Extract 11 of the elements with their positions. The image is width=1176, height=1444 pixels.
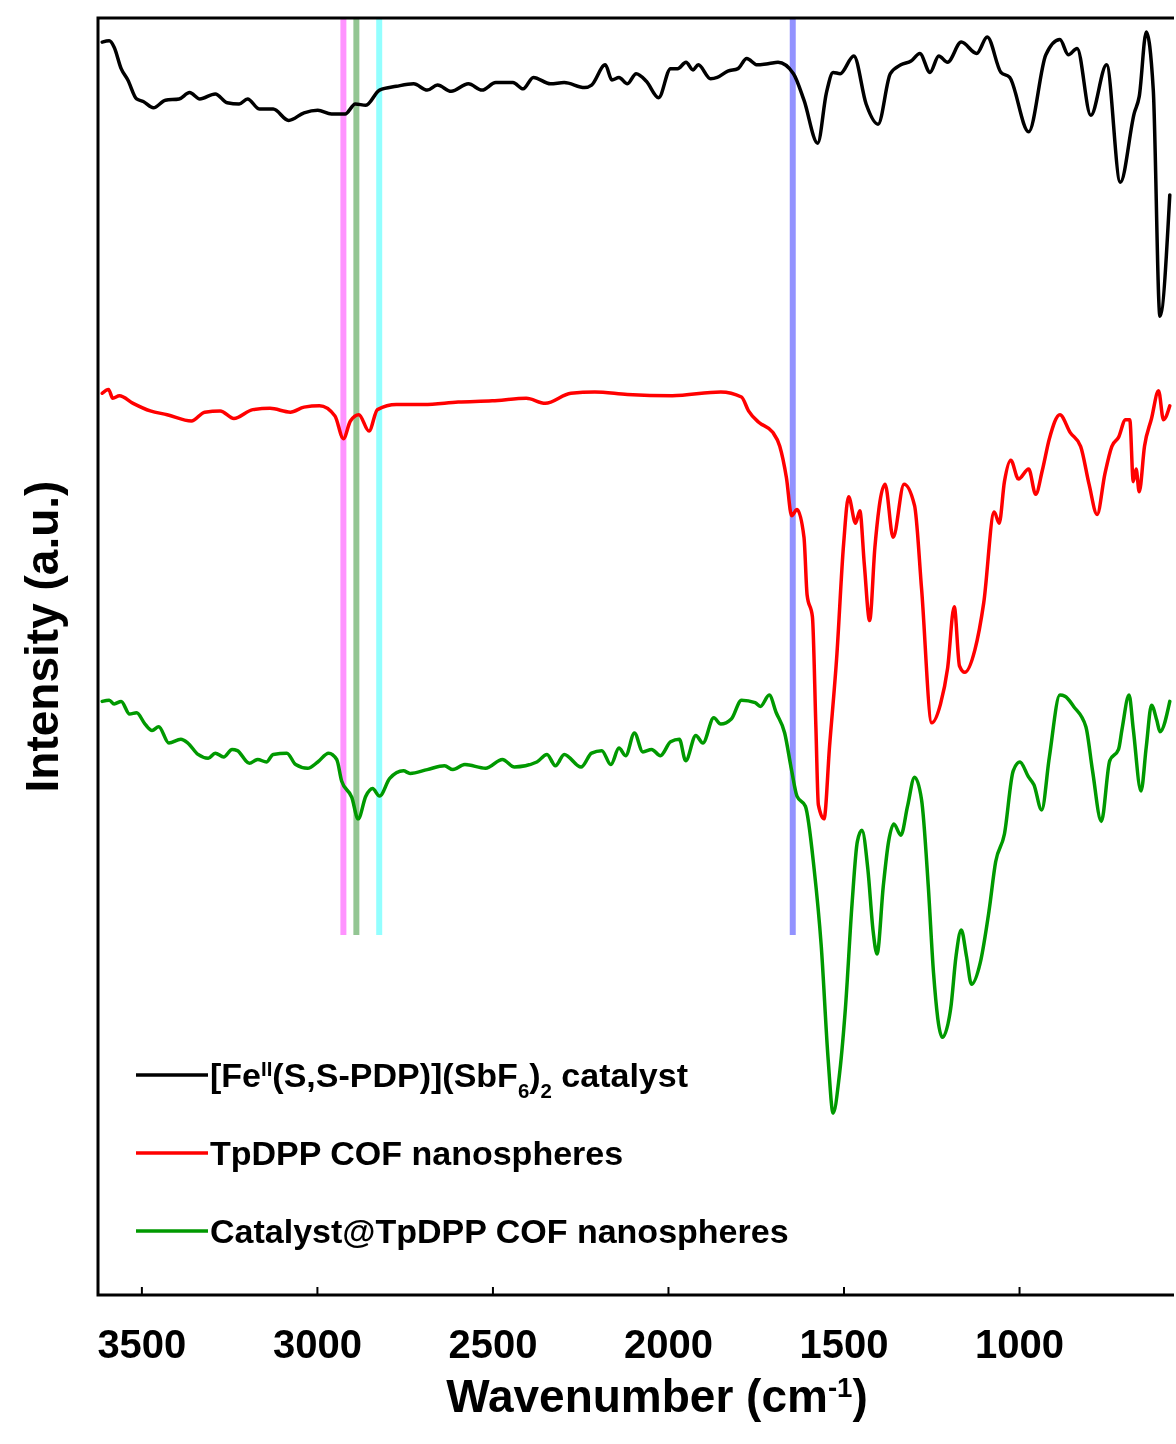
legend-label: [Fe$^{II}$(S,S-PDP)](SbF$_{6}$)$_{2}$ catalyst [210, 1056, 688, 1102]
x-tick-label: 3000 [272, 1322, 362, 1366]
x-axis-title: Wavenumber (cm$^{-1}$) [446, 1370, 868, 1422]
y-axis-title: Intensity (a.u.) [16, 480, 68, 793]
legend-label: Catalyst@TpDPP COF nanospheres [210, 1212, 789, 1250]
x-tick-label: 1500 [799, 1322, 889, 1366]
legend-label: TpDPP COF nanospheres [210, 1134, 624, 1172]
x-tick-label: 2000 [623, 1322, 713, 1366]
x-tick-label: 1000 [975, 1322, 1065, 1366]
x-tick-label: 3500 [97, 1322, 187, 1366]
x-tick-label: 2500 [448, 1322, 538, 1366]
